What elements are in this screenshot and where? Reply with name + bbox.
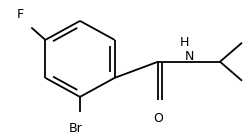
Text: N: N (184, 50, 194, 64)
Text: F: F (17, 8, 24, 21)
Text: Br: Br (69, 122, 83, 135)
Text: H: H (179, 36, 189, 49)
Text: O: O (153, 112, 163, 125)
